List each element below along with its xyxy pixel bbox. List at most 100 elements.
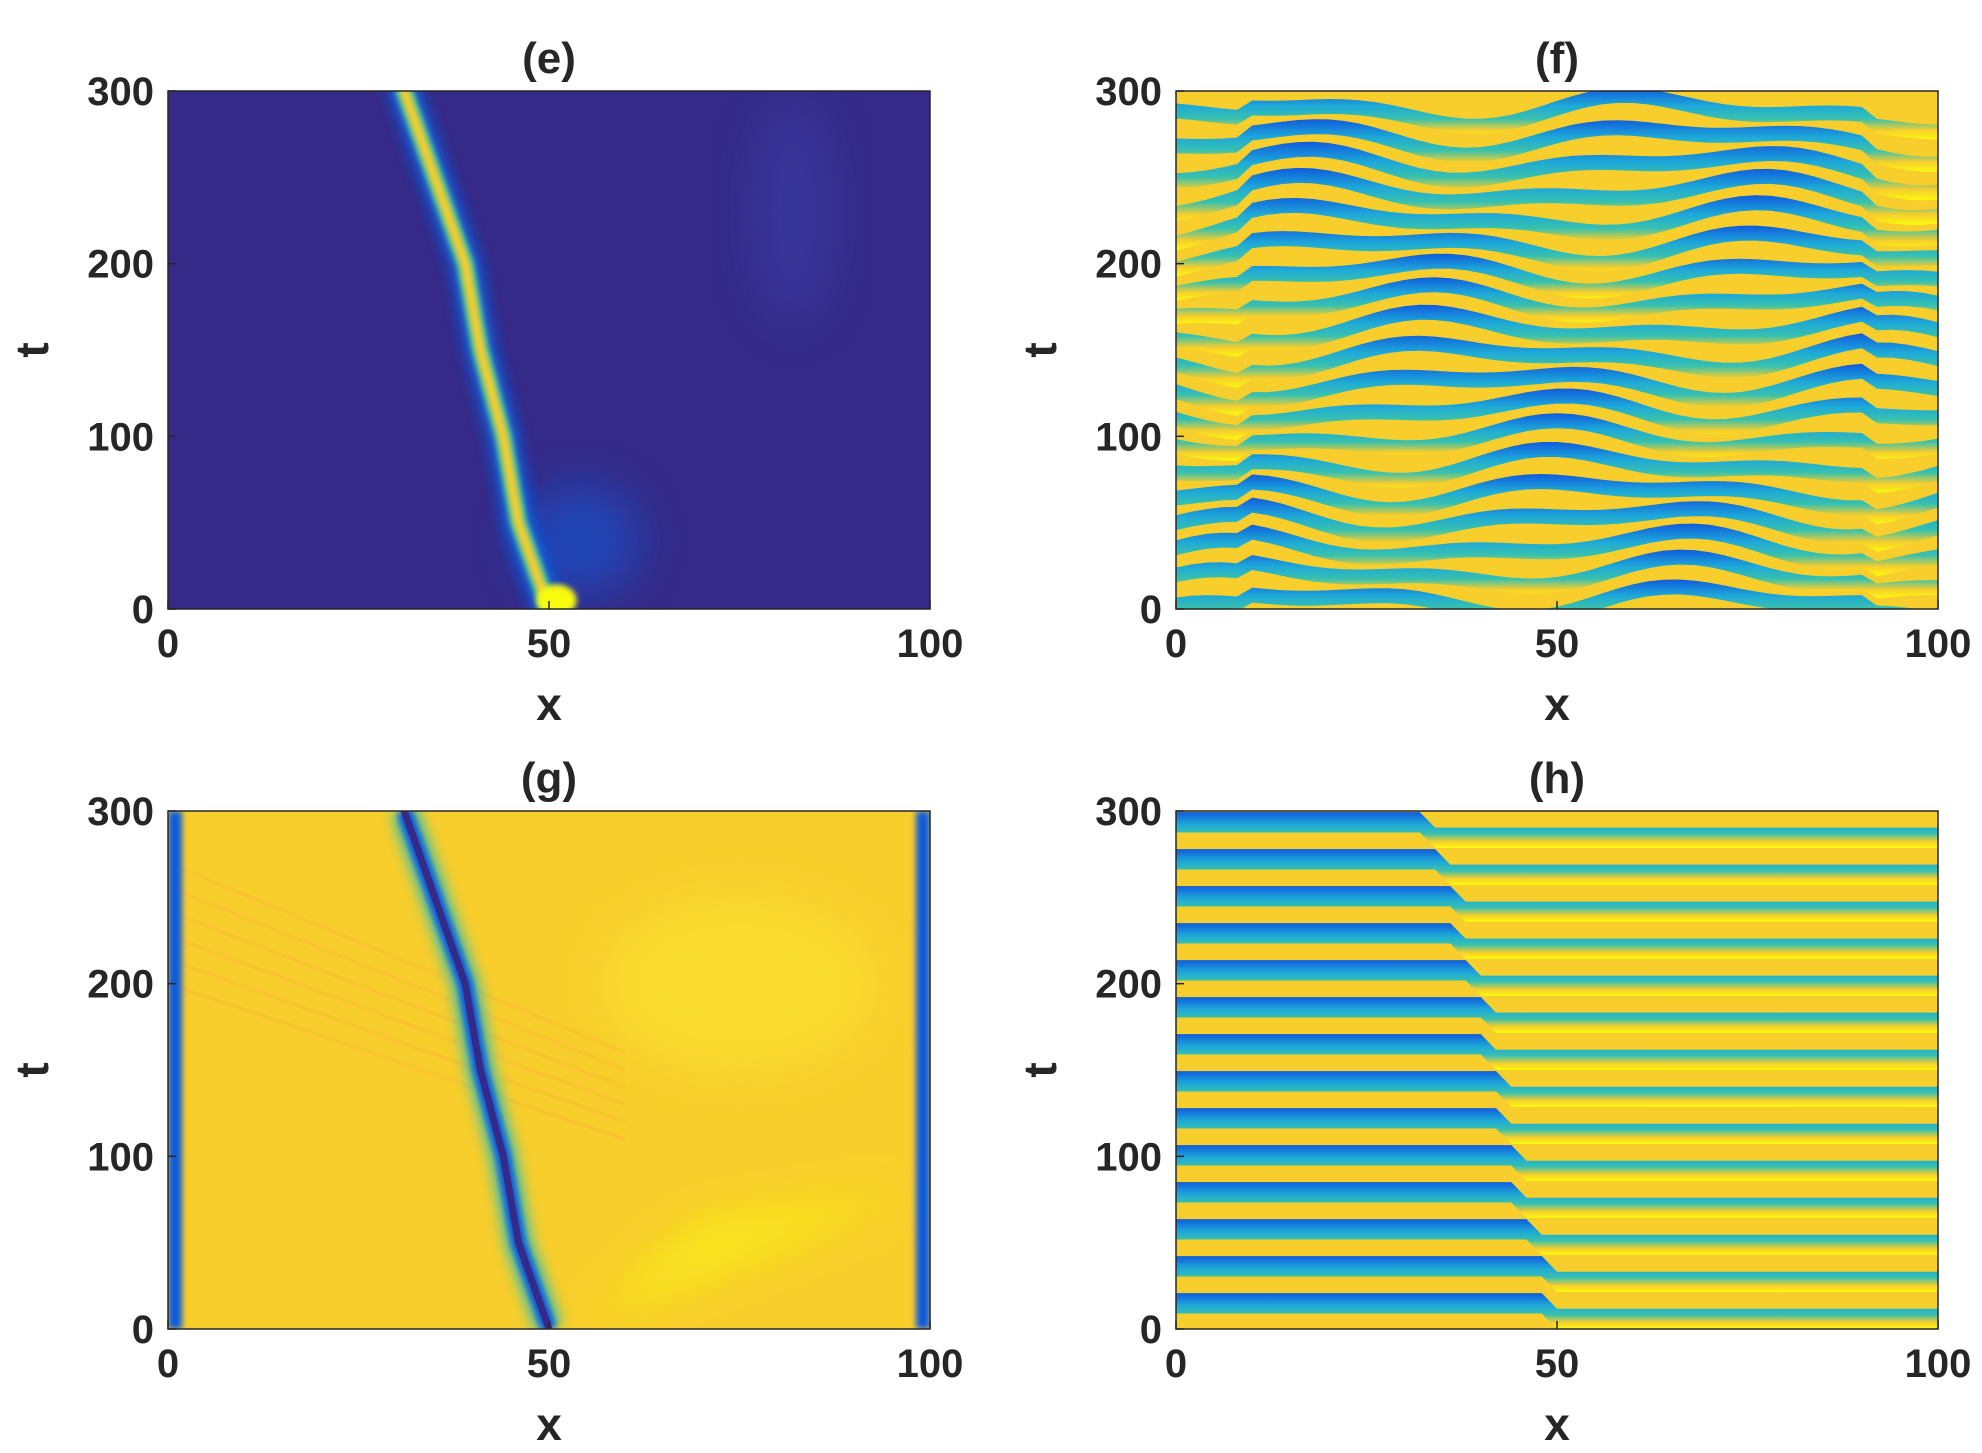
- x-tick-label: 0: [1165, 622, 1187, 666]
- diagonal-stripe: [168, 957, 626, 1124]
- y-tick-label: 100: [87, 1135, 154, 1179]
- phase-band: [1176, 119, 1938, 172]
- y-tick-label: 200: [87, 243, 154, 287]
- heatmap-e: [168, 91, 930, 609]
- phase-band: [1176, 1145, 1938, 1181]
- phase-band: [1176, 474, 1938, 525]
- y-axis-label-g: t: [6, 1062, 58, 1077]
- highlight-wedge: [587, 1190, 915, 1321]
- x-tick-label: 0: [157, 622, 179, 666]
- phase-band: [1176, 442, 1938, 493]
- right-edge-band: [916, 811, 930, 1329]
- phase-band: [1176, 960, 1938, 996]
- trace-origin: [536, 584, 577, 609]
- heatmap-h: [1176, 811, 1938, 1329]
- heatmap-e-trace: [387, 91, 833, 609]
- panel-title-e: (e): [522, 34, 576, 83]
- phase-band: [1176, 277, 1938, 325]
- diagonal-stripe: [168, 885, 626, 1072]
- y-axis-label-f: t: [1014, 342, 1066, 357]
- panel-h: (h) 0 50 100 0 100 200 300 x t: [1014, 754, 1971, 1450]
- trace-core: [399, 91, 554, 609]
- x-tick-label: 50: [527, 622, 572, 666]
- x-tick-label: 100: [897, 1342, 964, 1386]
- panel-title-g: (g): [521, 754, 577, 803]
- phase-band: [1176, 812, 1938, 848]
- phase-band: [1176, 333, 1938, 388]
- diagonal-stripe: [168, 860, 626, 1055]
- phase-band: [1176, 141, 1938, 201]
- phase-band: [1176, 1108, 1938, 1144]
- x-tick-label: 50: [527, 1342, 572, 1386]
- x-tick-label: 50: [1535, 1342, 1580, 1386]
- phase-band: [1176, 923, 1938, 959]
- phase-band: [1176, 225, 1938, 277]
- phase-band: [1176, 253, 1938, 301]
- axis-ticks-g: 0 50 100 0 100 200 300: [87, 790, 963, 1386]
- y-axis-label-h: t: [1014, 1062, 1066, 1077]
- y-tick-label: 0: [132, 588, 154, 632]
- phase-band: [1176, 579, 1918, 609]
- x-axis-label-g: x: [536, 1398, 562, 1450]
- x-tick-label: 100: [1905, 622, 1972, 666]
- phase-band: [1176, 91, 1938, 140]
- y-tick-label: 200: [1095, 963, 1162, 1007]
- heatmap-f: [1176, 91, 1938, 609]
- axis-ticks-e: 0 50 100 0 100 200 300: [87, 70, 963, 666]
- phase-band: [1176, 413, 1938, 461]
- panel-f: (f) 0 50 100 0 100 200 300 x t: [1014, 34, 1971, 730]
- phase-band: [1176, 549, 1938, 599]
- heatmap-g: [168, 811, 930, 1329]
- phase-band: [1176, 195, 1938, 251]
- panel-e: (e) 0 50 100 0 100 200 300 x t: [6, 34, 963, 730]
- x-tick-label: 0: [157, 1342, 179, 1386]
- panel-title-h: (h): [1529, 754, 1585, 803]
- phase-band: [1176, 167, 1938, 225]
- phase-band: [1176, 886, 1938, 922]
- heatmap-h-phase-bands: [1176, 812, 1938, 1329]
- phase-band: [1176, 304, 1938, 357]
- x-tick-label: 100: [1905, 1342, 1972, 1386]
- phase-band: [1176, 363, 1938, 416]
- phase-band: [1176, 849, 1938, 885]
- phase-band: [1176, 1034, 1938, 1070]
- x-axis-label-f: x: [1544, 678, 1570, 730]
- x-tick-label: 100: [897, 622, 964, 666]
- y-tick-label: 300: [87, 790, 154, 834]
- y-tick-label: 300: [1095, 70, 1162, 114]
- phase-band: [1176, 1182, 1938, 1218]
- diagonal-stripe: [168, 909, 626, 1090]
- y-axis-label-e: t: [6, 342, 58, 357]
- heatmap-g-background: [168, 811, 930, 1329]
- trace-core: [400, 811, 553, 1329]
- phase-band: [1176, 388, 1938, 441]
- phase-band: [1176, 497, 1938, 552]
- phase-band: [1176, 1071, 1938, 1107]
- y-tick-label: 200: [1095, 243, 1162, 287]
- y-tick-label: 200: [87, 963, 154, 1007]
- x-tick-label: 50: [1535, 622, 1580, 666]
- y-tick-label: 0: [1140, 1308, 1162, 1352]
- phase-band: [1176, 1219, 1938, 1255]
- y-tick-label: 100: [1095, 1135, 1162, 1179]
- phase-band: [1176, 997, 1938, 1033]
- panel-title-f: (f): [1535, 34, 1579, 83]
- phase-band: [1176, 1293, 1938, 1329]
- faint-region: [752, 101, 833, 322]
- diagonal-stripe: [168, 933, 626, 1107]
- highlight-region: [599, 893, 880, 1074]
- y-tick-label: 300: [87, 70, 154, 114]
- y-tick-label: 100: [87, 415, 154, 459]
- phase-band: [1176, 1256, 1938, 1292]
- y-tick-label: 100: [1095, 415, 1162, 459]
- y-tick-label: 300: [1095, 790, 1162, 834]
- x-tick-label: 0: [1165, 1342, 1187, 1386]
- y-tick-label: 0: [132, 1308, 154, 1352]
- x-axis-label-h: x: [1544, 1398, 1570, 1450]
- axis-ticks-h: 0 50 100 0 100 200 300: [1095, 790, 1971, 1386]
- phase-band: [1176, 523, 1938, 577]
- left-edge-band: [168, 811, 182, 1329]
- panel-g: (g) 0 50 100 0 100 200 300 x t: [6, 754, 963, 1450]
- y-tick-label: 0: [1140, 588, 1162, 632]
